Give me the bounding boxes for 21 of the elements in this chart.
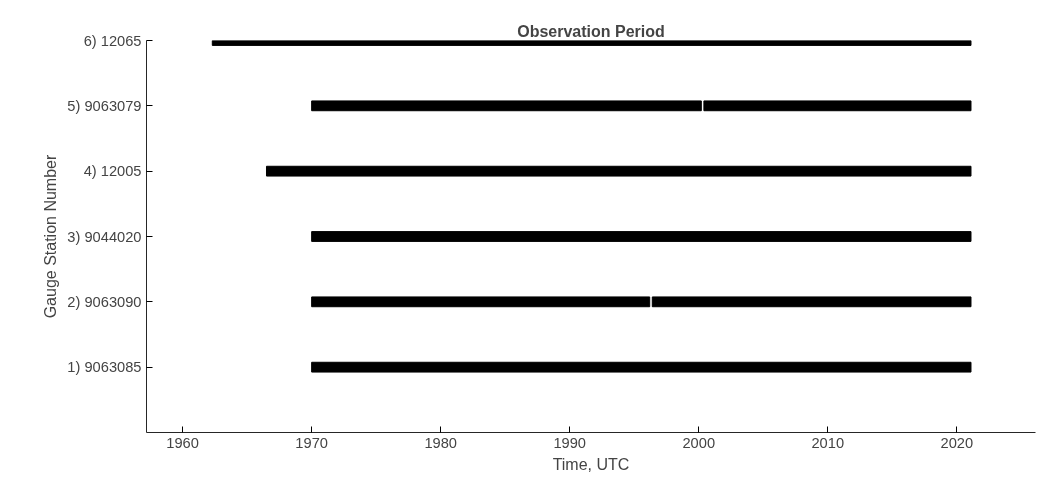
y-tick-label: 6) 12065: [83, 32, 142, 49]
x-tick-label: 1970: [295, 434, 328, 451]
y-tick-label: 4) 12005: [83, 163, 142, 180]
bar: [266, 165, 972, 177]
bar: [311, 231, 972, 242]
bar: [311, 361, 972, 373]
y-tick-label: 3) 9044020: [67, 228, 142, 245]
x-axis-title: Time, UTC: [552, 455, 630, 473]
y-tick-label: 2) 9063090: [67, 293, 142, 310]
bar: [651, 296, 972, 308]
chart-title: Observation Period: [517, 22, 665, 40]
x-tick-label: 2020: [940, 434, 974, 451]
y-axis-title: Gauge Station Number: [42, 154, 60, 319]
x-tick-label: 2000: [682, 434, 716, 451]
x-tick-label: 1980: [424, 434, 457, 451]
x-tick-label: 2010: [811, 434, 845, 451]
x-tick-label: 1960: [166, 434, 199, 451]
y-tick-label: 1) 9063085: [67, 359, 142, 376]
bar: [311, 296, 651, 308]
y-tick-label: 5) 9063079: [67, 97, 142, 114]
x-tick-label: 1990: [553, 434, 587, 451]
